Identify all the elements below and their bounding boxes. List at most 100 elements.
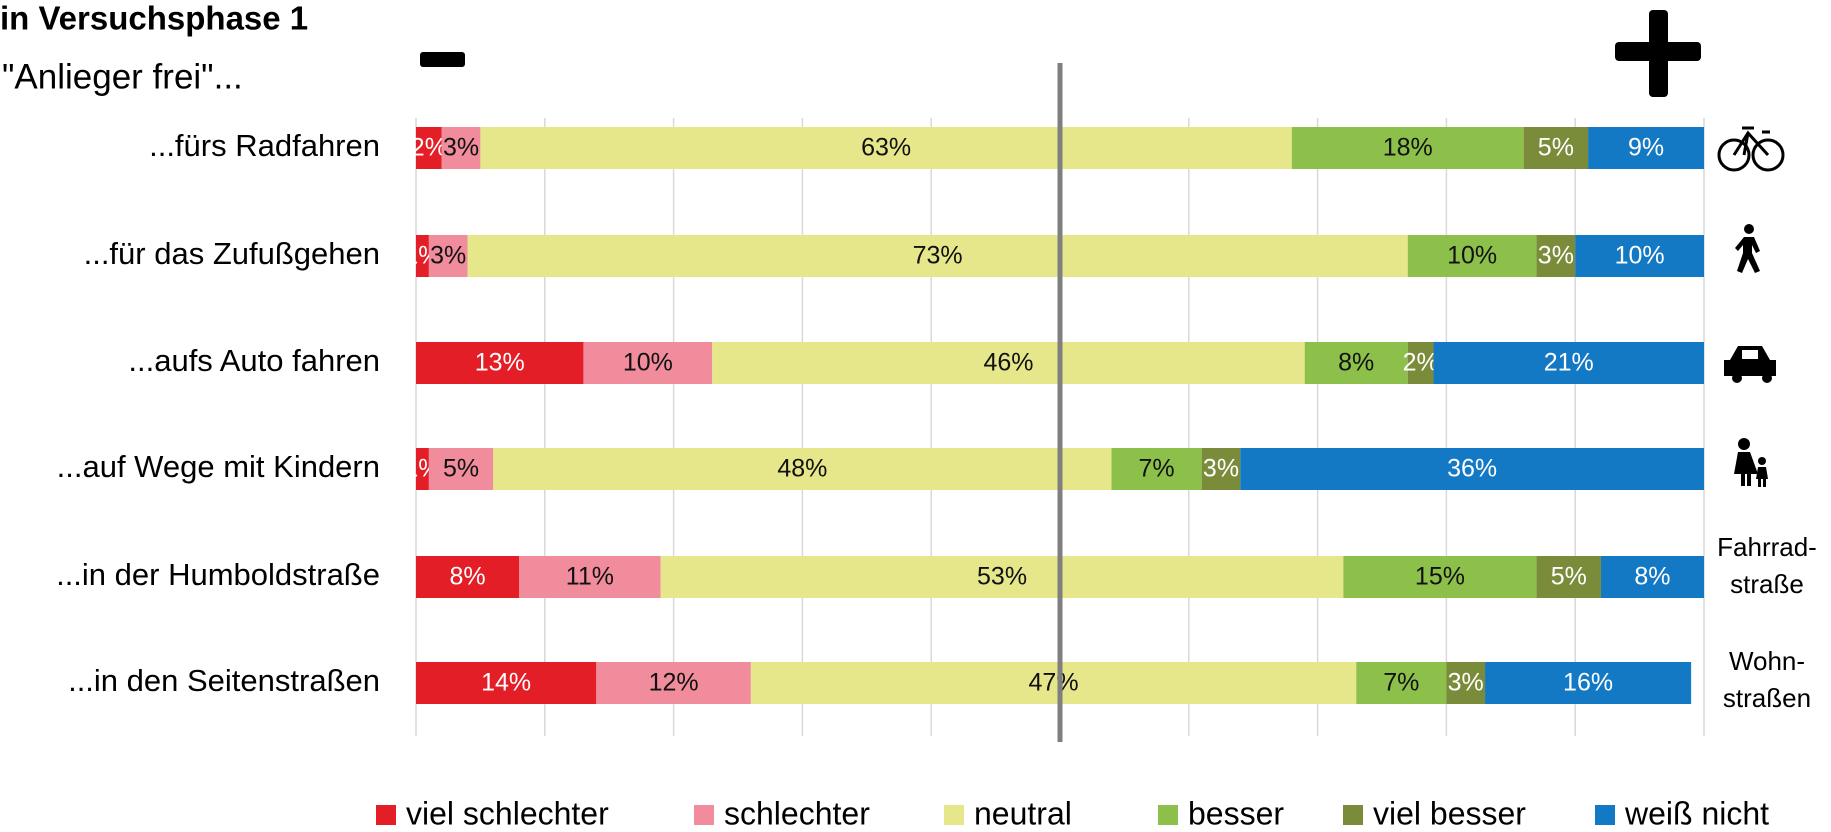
data-label: 8% xyxy=(1634,563,1670,591)
bar-segment xyxy=(493,448,1112,490)
pedestrian-icon xyxy=(1735,224,1760,273)
data-label: 53% xyxy=(977,563,1027,591)
bar-segment xyxy=(1240,448,1704,490)
bar-segment xyxy=(467,235,1408,277)
category-label: ...in den Seitenstraßen xyxy=(68,663,380,698)
category-label: ...auf Wege mit Kindern xyxy=(57,449,380,484)
bar-segment xyxy=(1446,662,1486,704)
data-label: 73% xyxy=(913,242,963,270)
data-label: 10% xyxy=(1615,242,1665,270)
chart-subtitle: "Anlieger frei"... xyxy=(2,57,243,96)
data-label: 13% xyxy=(475,349,525,377)
bar-segment xyxy=(428,448,494,490)
bar-segment xyxy=(441,127,481,169)
car-icon xyxy=(1724,346,1776,383)
bar-segment xyxy=(428,235,468,277)
annotation: Wohn- xyxy=(1729,646,1805,676)
bar-segment xyxy=(416,662,597,704)
data-label: 10% xyxy=(1447,242,1497,270)
annotation: Fahrrad- xyxy=(1717,532,1817,562)
bar-segment xyxy=(596,662,751,704)
bar-segment xyxy=(1600,556,1704,598)
data-label: 36% xyxy=(1447,455,1497,483)
bar-segment xyxy=(1356,662,1447,704)
bar-segment xyxy=(1588,127,1704,169)
bar-segment xyxy=(1536,556,1601,598)
data-label: 7% xyxy=(1383,669,1419,697)
data-label: 47% xyxy=(1029,669,1079,697)
bar-segment xyxy=(1201,448,1241,490)
category-label: ...für das Zufußgehen xyxy=(84,236,380,271)
legend-label: viel besser xyxy=(1373,795,1526,831)
legend-label: viel schlechter xyxy=(406,795,609,831)
family-icon xyxy=(1734,438,1768,487)
data-label: 8% xyxy=(1338,349,1374,377)
data-label: 2% xyxy=(411,134,447,162)
data-label: 16% xyxy=(1563,669,1613,697)
data-label: 10% xyxy=(623,349,673,377)
data-label: 3% xyxy=(1538,242,1574,270)
bike-icon xyxy=(1717,126,1785,172)
category-label: ...fürs Radfahren xyxy=(149,128,380,163)
legend-swatch xyxy=(376,805,396,825)
annotation: straßen xyxy=(1723,683,1811,713)
bar-segment xyxy=(1575,235,1704,277)
data-label: 12% xyxy=(649,669,699,697)
data-label: 11% xyxy=(566,563,614,591)
data-label: 14% xyxy=(481,669,531,697)
bar-segment xyxy=(1291,127,1524,169)
category-label: ...aufs Auto fahren xyxy=(128,343,380,378)
legend-swatch xyxy=(1158,805,1178,825)
legend-swatch xyxy=(1343,805,1363,825)
bar-segment xyxy=(416,127,442,169)
bar-segment xyxy=(1407,342,1434,384)
bar-segment xyxy=(519,556,661,598)
legend-label: neutral xyxy=(974,795,1072,831)
data-label: 3% xyxy=(1448,669,1484,697)
bar-segment xyxy=(416,556,520,598)
data-label: 8% xyxy=(449,563,485,591)
bar-segment xyxy=(660,556,1344,598)
data-label: 18% xyxy=(1383,134,1433,162)
data-label: 63% xyxy=(861,134,911,162)
bar-segment xyxy=(416,448,429,490)
bar-segment xyxy=(1433,342,1704,384)
bar-segment xyxy=(480,127,1292,169)
bar-segment xyxy=(1485,662,1692,704)
legend-swatch xyxy=(1595,805,1615,825)
data-label: 2% xyxy=(1403,349,1439,377)
bar-segment xyxy=(1343,556,1537,598)
chart-title: in Versuchsphase 1 xyxy=(0,0,308,37)
data-label: 46% xyxy=(983,349,1033,377)
minus-icon xyxy=(420,52,465,67)
bar-segment xyxy=(750,662,1357,704)
bar-segment xyxy=(1523,127,1589,169)
plus-icon xyxy=(1615,10,1701,97)
data-label: 3% xyxy=(1203,455,1239,483)
bar-segment xyxy=(712,342,1305,384)
data-label: 3% xyxy=(430,242,466,270)
legend-label: schlechter xyxy=(724,795,870,831)
bar-segment xyxy=(583,342,713,384)
bar-segment xyxy=(416,235,429,277)
bar-segment xyxy=(1111,448,1202,490)
bar-segment xyxy=(1407,235,1537,277)
legend-swatch xyxy=(694,805,714,825)
legend-label: weiß nicht xyxy=(1624,795,1769,831)
data-label: 5% xyxy=(1551,563,1587,591)
annotation: straße xyxy=(1730,569,1804,599)
data-label: 15% xyxy=(1415,563,1465,591)
data-label: 7% xyxy=(1139,455,1175,483)
legend-label: besser xyxy=(1188,795,1284,831)
data-label: 9% xyxy=(1628,134,1664,162)
category-label: ...in der Humboldstraße xyxy=(56,557,380,592)
data-label: 48% xyxy=(777,455,827,483)
data-label: 5% xyxy=(1538,134,1574,162)
bar-segment xyxy=(416,342,584,384)
data-label: 5% xyxy=(443,455,479,483)
bar-segment xyxy=(1536,235,1576,277)
data-label: 3% xyxy=(443,134,479,162)
bar-segment xyxy=(1304,342,1408,384)
legend-swatch xyxy=(944,805,964,825)
